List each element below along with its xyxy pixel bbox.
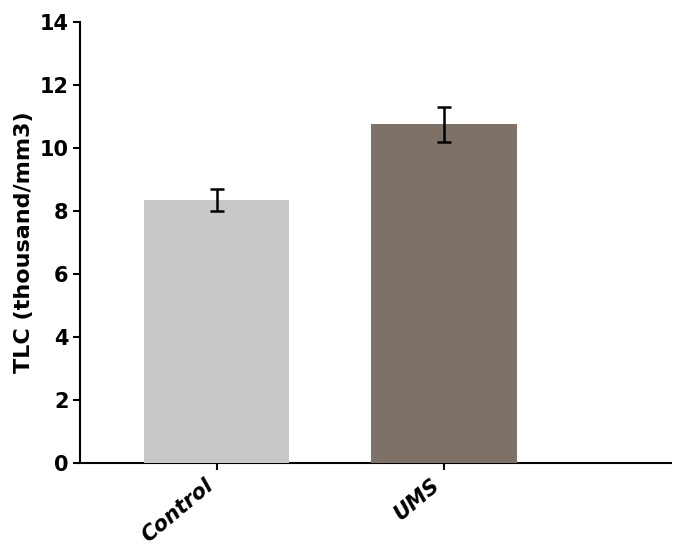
Y-axis label: TLC (thousand/mm3): TLC (thousand/mm3) (14, 112, 34, 374)
Bar (144, 200, 289, 464)
Bar (371, 124, 516, 464)
